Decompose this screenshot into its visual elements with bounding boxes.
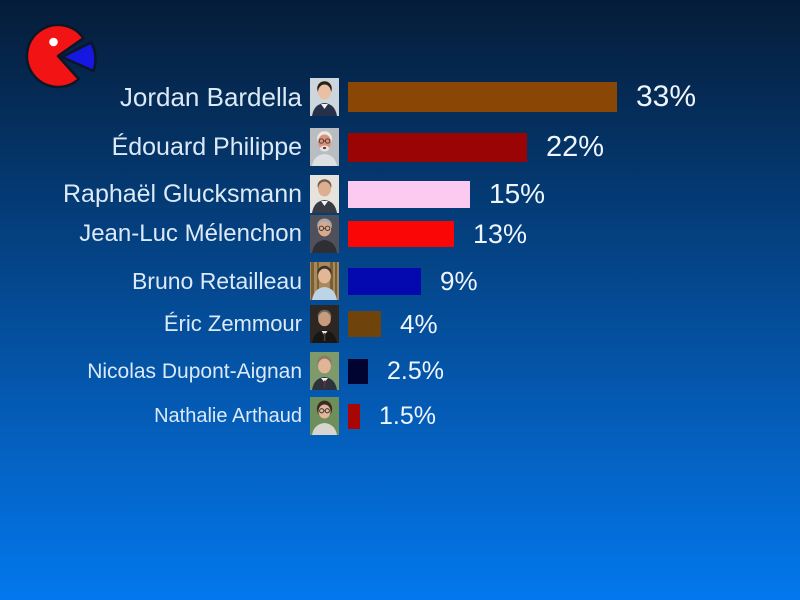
poll-value-label: 15%	[489, 178, 546, 209]
photo-edouard-philippe	[310, 128, 339, 166]
chart-row-zemmour: Éric Zemmour 4%	[0, 304, 800, 344]
poll-bar	[348, 82, 617, 112]
candidate-name: Raphaël Glucksmann	[62, 179, 302, 208]
poll-bar	[348, 267, 421, 295]
chart-row-philippe: Édouard Philippe 22%	[0, 127, 800, 167]
photo-jordan-bardella	[310, 78, 339, 116]
pie-chart-logo-icon	[25, 23, 97, 89]
poll-value-label: 1.5%	[379, 401, 436, 430]
poll-value-label: 33%	[636, 80, 697, 113]
chart-row-melenchon: Jean-Luc Mélenchon 13%	[0, 214, 800, 254]
poll-bar	[348, 358, 368, 384]
photo-nicolas-dupont-aignan	[310, 352, 339, 390]
candidate-name: Édouard Philippe	[111, 132, 302, 161]
photo-jean-luc-melenchon	[310, 215, 339, 253]
chart-row-bardella: Jordan Bardella 33%	[0, 77, 800, 117]
poll-value-label: 4%	[400, 309, 438, 339]
poll-bar	[348, 311, 381, 337]
poll-value-label: 2.5%	[387, 356, 444, 385]
poll-value-label: 13%	[473, 218, 528, 249]
poll-bar	[348, 132, 527, 162]
photo-eric-zemmour	[310, 305, 339, 343]
poll-bar	[348, 180, 470, 208]
candidate-name: Jean-Luc Mélenchon	[79, 220, 302, 247]
poll-value-label: 22%	[546, 130, 605, 163]
poll-value-label: 9%	[440, 266, 478, 296]
chart-row-dupont-aignan: Nicolas Dupont-Aignan 2.5%	[0, 351, 800, 391]
candidate-name: Jordan Bardella	[119, 82, 302, 112]
chart-row-retailleau: Bruno Retailleau 9%	[0, 261, 800, 301]
photo-raphael-glucksmann	[310, 175, 339, 213]
chart-row-glucksmann: Raphaël Glucksmann 15%	[0, 174, 800, 214]
photo-nathalie-arthaud	[310, 397, 339, 435]
candidate-name: Éric Zemmour	[163, 311, 302, 336]
poll-bar	[348, 403, 360, 429]
photo-bruno-retailleau	[310, 262, 339, 300]
candidate-name: Bruno Retailleau	[131, 267, 302, 294]
chart-row-arthaud: Nathalie Arthaud 1.5%	[0, 396, 800, 436]
candidate-name: Nicolas Dupont-Aignan	[87, 359, 302, 383]
poll-bar	[348, 221, 454, 247]
candidate-name: Nathalie Arthaud	[154, 405, 302, 427]
